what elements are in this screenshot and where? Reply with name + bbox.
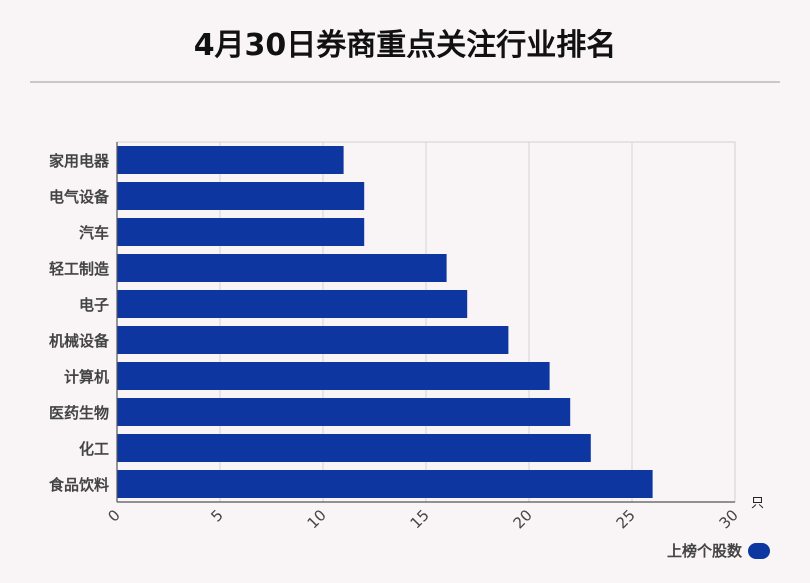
x-axis-unit: 只 [751, 496, 764, 511]
bar [117, 326, 509, 354]
title-divider [30, 81, 780, 83]
bar [117, 146, 344, 174]
bar [117, 182, 365, 210]
bar [117, 398, 571, 426]
legend[interactable]: 上榜个股数 [667, 540, 770, 561]
category-label: 电子 [79, 296, 109, 314]
chart-title: 4月30日券商重点关注行业排名 [193, 28, 617, 63]
x-tick-label: 15 [407, 506, 433, 532]
bar [117, 470, 653, 498]
category-label: 计算机 [64, 368, 109, 386]
category-label: 食品饮料 [49, 476, 109, 494]
x-tick-label: 30 [716, 506, 742, 532]
category-label: 轻工制造 [49, 260, 109, 278]
category-label: 医药生物 [49, 404, 109, 422]
category-label: 机械设备 [49, 332, 110, 350]
legend-label: 上榜个股数 [666, 542, 742, 560]
category-label: 化工 [79, 440, 109, 458]
category-label: 汽车 [79, 224, 109, 242]
x-tick-label: 10 [304, 506, 330, 532]
x-tick-label: 25 [613, 506, 639, 532]
bar [117, 290, 468, 318]
bar [117, 254, 447, 282]
x-tick-label: 5 [207, 506, 226, 525]
x-tick-label: 20 [510, 506, 536, 532]
category-label: 家用电器 [49, 152, 110, 170]
bar [117, 362, 550, 390]
legend-swatch [748, 542, 770, 559]
bar [117, 434, 591, 462]
x-tick-label: 0 [104, 506, 123, 525]
category-label: 电气设备 [49, 188, 110, 206]
bar [117, 218, 365, 246]
